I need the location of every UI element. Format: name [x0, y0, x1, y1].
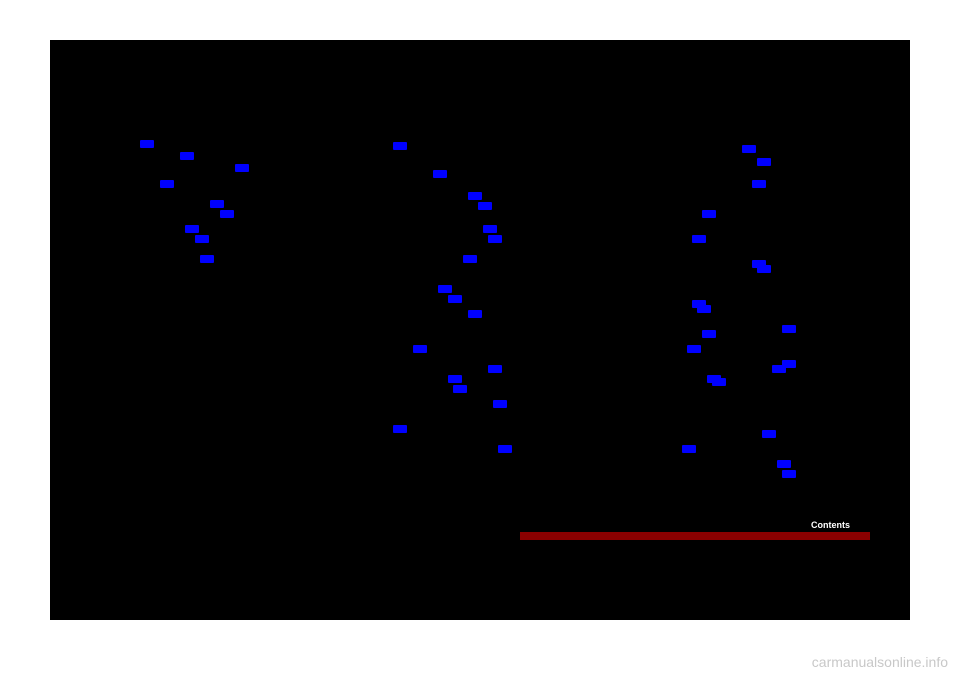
page-number-link[interactable] [468, 192, 482, 200]
manual-page: Contents [50, 40, 910, 620]
page-number-link[interactable] [448, 375, 462, 383]
page-number-link[interactable] [488, 365, 502, 373]
page-number-link[interactable] [220, 210, 234, 218]
page-number-link[interactable] [712, 378, 726, 386]
page-number-link[interactable] [438, 285, 452, 293]
page-number-link[interactable] [463, 255, 477, 263]
page-number-link[interactable] [393, 425, 407, 433]
contents-label: Contents [811, 520, 850, 530]
page-number-link[interactable] [210, 200, 224, 208]
page-number-link[interactable] [498, 445, 512, 453]
page-number-link[interactable] [180, 152, 194, 160]
page-number-link[interactable] [160, 180, 174, 188]
page-number-link[interactable] [185, 225, 199, 233]
page-number-link[interactable] [488, 235, 502, 243]
page-number-link[interactable] [393, 142, 407, 150]
page-number-link[interactable] [702, 330, 716, 338]
page-number-link[interactable] [195, 235, 209, 243]
page-number-link[interactable] [483, 225, 497, 233]
page-number-link[interactable] [448, 295, 462, 303]
page-number-link[interactable] [762, 430, 776, 438]
page-number-link[interactable] [478, 202, 492, 210]
contents-bar [520, 532, 870, 540]
column-3 [627, 130, 880, 520]
page-number-link[interactable] [235, 164, 249, 172]
page-number-link[interactable] [200, 255, 214, 263]
page-number-link[interactable] [702, 210, 716, 218]
page-number-link[interactable] [682, 445, 696, 453]
page-number-link[interactable] [493, 400, 507, 408]
page-number-link[interactable] [757, 158, 771, 166]
page-number-link[interactable] [433, 170, 447, 178]
page-number-link[interactable] [757, 265, 771, 273]
page-number-link[interactable] [687, 345, 701, 353]
column-2 [353, 130, 606, 520]
watermark-text: carmanualsonline.info [812, 654, 948, 670]
page-number-link[interactable] [782, 325, 796, 333]
page-number-link[interactable] [468, 310, 482, 318]
page-number-link[interactable] [742, 145, 756, 153]
page-number-link[interactable] [782, 470, 796, 478]
page-number-link[interactable] [453, 385, 467, 393]
page-number-link[interactable] [413, 345, 427, 353]
page-number-link[interactable] [692, 235, 706, 243]
index-columns [80, 130, 880, 520]
page-number-link[interactable] [140, 140, 154, 148]
column-1 [80, 130, 333, 520]
page-number-link[interactable] [752, 180, 766, 188]
page-number-link[interactable] [777, 460, 791, 468]
page-number-link[interactable] [772, 365, 786, 373]
page-number-link[interactable] [697, 305, 711, 313]
